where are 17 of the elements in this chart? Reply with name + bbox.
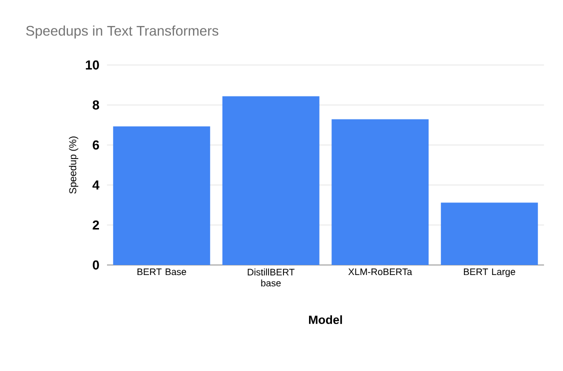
bar [332,119,429,265]
x-tick-label: BERT Large [464,268,516,277]
x-tick-label: XLM-RoBERTa [348,268,412,276]
bar [113,126,210,265]
y-tick-label: 8 [92,100,100,110]
y-tick-label: 0 [92,260,99,270]
x-tick-label: BERT Base [138,268,186,276]
x-axis-title: Model [309,315,342,324]
y-tick-label: 2 [92,220,99,230]
y-tick-label: 10 [86,60,99,70]
y-tick-label: 4 [92,180,100,190]
x-tick-label: DistillBERT base [248,268,294,286]
bar [440,202,538,265]
bar [222,96,320,265]
y-tick-label: 6 [92,140,100,150]
y-axis-title: Speedup (%) [68,136,78,194]
chart-title: Speedups in Text Transformers [26,25,218,38]
